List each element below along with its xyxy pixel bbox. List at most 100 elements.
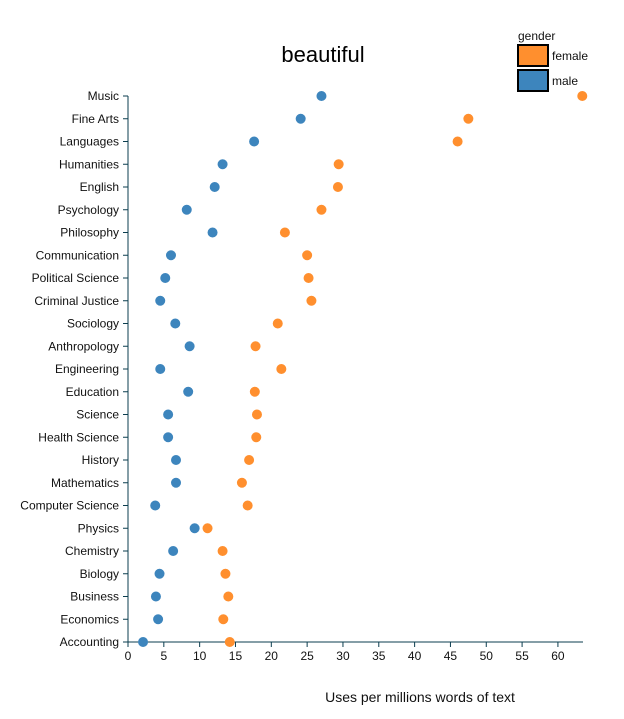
male-point bbox=[165, 250, 176, 261]
legend-label-male: male bbox=[552, 74, 578, 88]
female-point bbox=[218, 614, 229, 625]
male-point bbox=[207, 227, 218, 238]
y-tick-label: Humanities bbox=[59, 157, 119, 171]
female-point bbox=[224, 637, 235, 647]
female-point bbox=[250, 341, 261, 352]
male-point bbox=[138, 637, 149, 647]
chart-title: beautiful bbox=[281, 42, 364, 67]
y-tick-label: Philosophy bbox=[60, 226, 119, 240]
male-point bbox=[209, 182, 220, 192]
male-point bbox=[170, 318, 181, 329]
female-point bbox=[332, 182, 343, 192]
legend-title: gender bbox=[518, 29, 555, 43]
y-tick-label: Communication bbox=[36, 248, 119, 262]
female-point bbox=[316, 204, 327, 215]
x-tick-label: 40 bbox=[408, 649, 422, 663]
female-point bbox=[217, 546, 228, 556]
female-point bbox=[249, 386, 260, 397]
female-point bbox=[303, 273, 314, 283]
data-points bbox=[138, 91, 588, 647]
male-point bbox=[163, 432, 174, 443]
male-point bbox=[153, 614, 164, 625]
y-axis: Music Fine Arts Languages Humanities English… bbox=[20, 89, 129, 649]
y-tick-label: Political Science bbox=[32, 271, 120, 285]
x-tick-label: 0 bbox=[125, 649, 132, 663]
y-tick-label: Physics bbox=[78, 521, 119, 535]
x-tick-label: 25 bbox=[300, 649, 314, 663]
y-tick-label: Engineering bbox=[55, 362, 119, 376]
male-point bbox=[171, 455, 182, 465]
x-tick-label: 35 bbox=[372, 649, 386, 663]
female-point bbox=[452, 136, 463, 147]
y-tick-label: Psychology bbox=[58, 203, 119, 217]
y-tick-label: History bbox=[82, 453, 119, 467]
x-axis: 0 5 10 15 20 25 30 35 40 45 50 55 60 bbox=[125, 641, 583, 663]
y-tick-label: Health Science bbox=[38, 430, 119, 444]
male-point bbox=[316, 91, 327, 101]
male-point bbox=[184, 341, 195, 352]
y-tick-label: Computer Science bbox=[20, 499, 119, 513]
male-point bbox=[189, 523, 200, 534]
female-point bbox=[577, 91, 588, 101]
x-tick-label: 20 bbox=[265, 649, 279, 663]
female-point bbox=[223, 591, 234, 602]
x-tick-label: 50 bbox=[480, 649, 494, 663]
female-point bbox=[242, 500, 253, 511]
y-tick-label: Economics bbox=[60, 612, 119, 626]
male-point bbox=[183, 386, 194, 397]
y-tick-label: Biology bbox=[80, 567, 119, 581]
x-tick-label: 15 bbox=[229, 649, 243, 663]
y-tick-label: Sociology bbox=[67, 317, 119, 331]
y-tick-label: English bbox=[80, 180, 119, 194]
y-tick-label: Business bbox=[70, 590, 119, 604]
female-point bbox=[333, 159, 344, 170]
x-tick-label: 55 bbox=[515, 649, 529, 663]
legend-swatch-male bbox=[517, 69, 549, 92]
male-point bbox=[160, 273, 171, 283]
female-point bbox=[302, 250, 313, 261]
male-point bbox=[295, 113, 306, 124]
y-tick-label: Languages bbox=[60, 135, 119, 149]
female-point bbox=[202, 523, 213, 534]
y-tick-label: Chemistry bbox=[65, 544, 119, 558]
y-tick-label: Music bbox=[88, 89, 119, 103]
legend: gender female male bbox=[517, 29, 588, 92]
female-point bbox=[244, 455, 255, 465]
male-point bbox=[155, 295, 166, 306]
legend-label-female: female bbox=[552, 49, 588, 63]
male-point bbox=[249, 136, 260, 147]
female-point bbox=[279, 227, 290, 238]
male-point bbox=[168, 546, 179, 556]
x-axis-label: Uses per millions words of text bbox=[325, 689, 515, 705]
x-tick-label: 30 bbox=[336, 649, 350, 663]
male-point bbox=[181, 204, 192, 215]
female-point bbox=[220, 568, 231, 579]
legend-swatch-female bbox=[517, 44, 549, 67]
male-point bbox=[150, 591, 161, 602]
male-point bbox=[150, 500, 161, 511]
male-point bbox=[171, 477, 182, 488]
female-point bbox=[251, 432, 262, 443]
female-point bbox=[236, 477, 247, 488]
y-tick-label: Fine Arts bbox=[72, 112, 119, 126]
female-point bbox=[306, 295, 317, 306]
y-tick-label: Education bbox=[66, 385, 119, 399]
male-point bbox=[217, 159, 228, 170]
x-tick-label: 60 bbox=[551, 649, 565, 663]
female-point bbox=[463, 113, 474, 124]
female-point bbox=[272, 318, 283, 329]
male-point bbox=[154, 568, 165, 579]
x-tick-label: 45 bbox=[444, 649, 458, 663]
y-tick-label: Criminal Justice bbox=[34, 294, 119, 308]
female-point bbox=[276, 364, 287, 374]
y-tick-label: Anthropology bbox=[48, 339, 119, 353]
male-point bbox=[155, 364, 166, 374]
male-point bbox=[163, 409, 174, 420]
y-tick-label: Science bbox=[76, 408, 119, 422]
y-tick-label: Mathematics bbox=[51, 476, 119, 490]
female-point bbox=[251, 409, 262, 420]
y-tick-label: Accounting bbox=[60, 635, 119, 649]
x-tick-label: 5 bbox=[160, 649, 167, 663]
x-tick-label: 10 bbox=[193, 649, 207, 663]
